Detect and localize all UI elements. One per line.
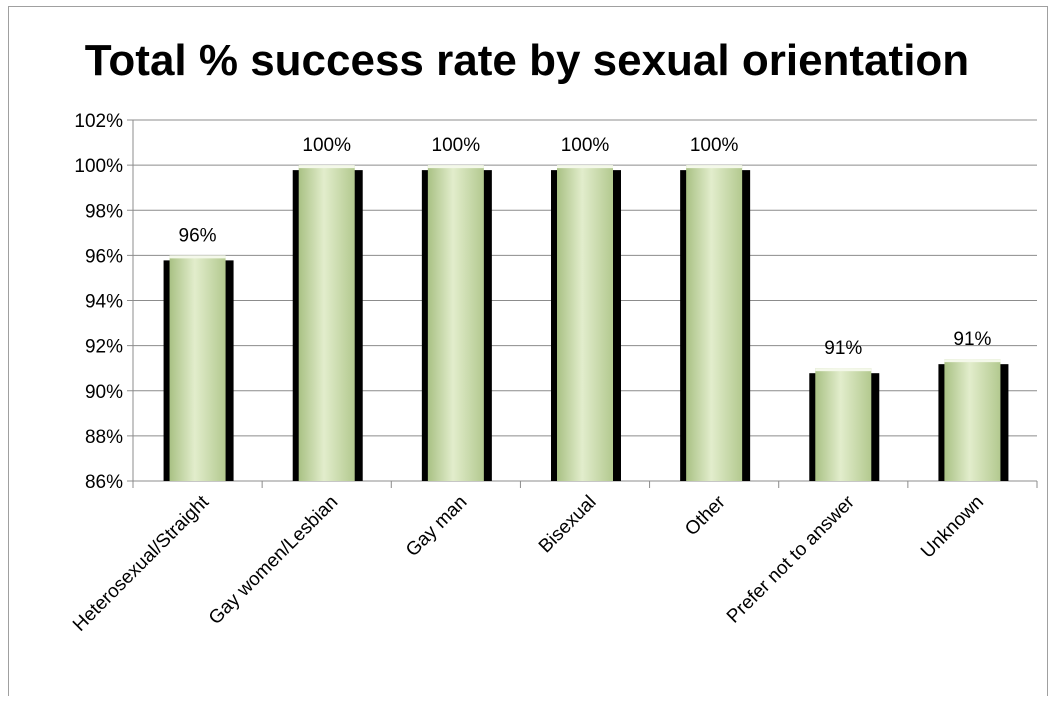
bar-highlight (427, 165, 484, 169)
x-tick-label: Other (681, 491, 730, 540)
y-tick-label: 96% (85, 246, 123, 267)
data-label: 100% (690, 135, 739, 156)
bar (163, 255, 234, 481)
x-tick-label: Gay women/Lesbian (205, 492, 342, 629)
y-tick-label: 94% (85, 292, 123, 313)
x-tick-label: Unknown (917, 492, 988, 563)
bar-face (427, 165, 484, 481)
data-labels: 96% 100% 100% 100% 100% 91% 91% (179, 135, 992, 359)
bar (421, 165, 492, 481)
bar-highlight (815, 368, 872, 372)
bar-highlight (686, 165, 743, 169)
bar (680, 165, 751, 481)
bar-face (169, 255, 226, 481)
x-tick-label: Bisexual (535, 492, 601, 558)
x-tick-label: Gay man (402, 492, 471, 561)
bar (292, 165, 363, 481)
y-tick-label: 88% (85, 427, 123, 448)
y-tick-label: 102% (74, 111, 123, 132)
y-tick-label: 86% (85, 472, 123, 493)
y-axis: 86% 88% 90% 92% 94% 96% 98% 100% 102% (74, 111, 134, 493)
data-label: 100% (302, 135, 351, 156)
data-label: 91% (953, 329, 991, 350)
chart-frame (8, 6, 1048, 696)
bar-highlight (944, 359, 1001, 363)
bar-face (944, 359, 1001, 481)
y-tick-label: 92% (85, 337, 123, 358)
bar-face (298, 165, 355, 481)
x-tick-label: Prefer not to answer (723, 491, 859, 627)
x-tick-label: Heterosexual/Straight (69, 491, 214, 636)
bar-highlight (298, 165, 355, 169)
bar (809, 368, 880, 481)
data-label: 100% (432, 135, 481, 156)
bar-face (557, 165, 613, 481)
bar-face (815, 368, 872, 481)
data-label: 91% (824, 338, 862, 359)
chart-title: Total % success rate by sexual orientati… (84, 36, 970, 85)
bar-highlight (557, 165, 613, 169)
bar-face (686, 165, 743, 481)
y-tick-label: 98% (85, 201, 123, 222)
y-tick-label: 90% (85, 382, 123, 403)
data-label: 100% (561, 135, 610, 156)
data-label: 96% (179, 225, 217, 246)
bar (938, 359, 1009, 481)
bars (163, 165, 1009, 481)
y-tick-label: 100% (74, 156, 123, 177)
bar (551, 165, 621, 481)
bar-highlight (169, 255, 226, 259)
